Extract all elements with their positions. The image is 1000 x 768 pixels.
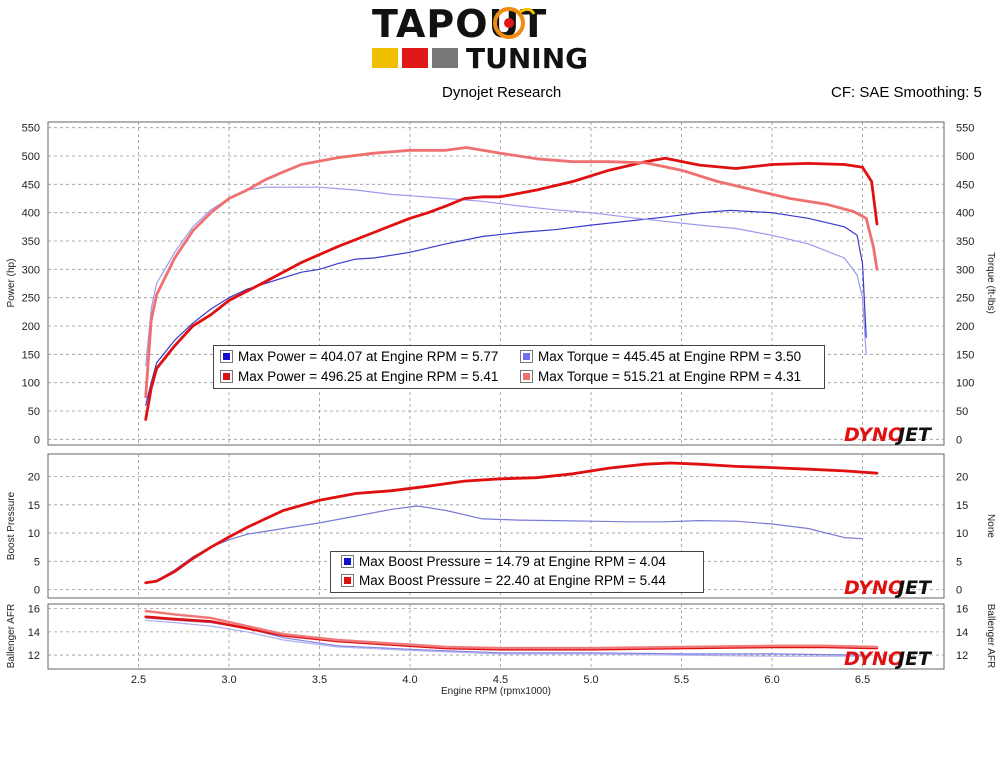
y-tick-label-right: 100	[956, 378, 974, 390]
y-tick-label-right: 20	[956, 472, 968, 484]
y-tick-label-left: 0	[34, 434, 40, 446]
y-tick-label-left: 12	[28, 650, 40, 662]
y-tick-label-left: 500	[22, 151, 40, 163]
x-axis-title: Engine RPM (rpmx1000)	[441, 686, 551, 697]
y-tick-label-left: 14	[28, 627, 40, 639]
y-tick-label-right: 12	[956, 650, 968, 662]
afr-right-axis-title: Ballenger AFR	[985, 604, 996, 668]
y-tick-label-right: 5	[956, 556, 962, 568]
y-tick-label-left: 15	[28, 500, 40, 512]
legend-swatch	[520, 370, 533, 383]
legend-swatch	[341, 555, 354, 568]
legend-item: Max Boost Pressure = 14.79 at Engine RPM…	[341, 554, 666, 569]
y-tick-label-right: 50	[956, 406, 968, 418]
logo-stripe-red	[402, 48, 428, 68]
afr-axis-title: Ballenger AFR	[6, 604, 17, 668]
y-tick-label-right: 0	[956, 585, 962, 597]
afr-panel	[47, 603, 945, 670]
svg-text:JET: JET	[894, 577, 933, 599]
legend-swatch	[520, 350, 533, 363]
series-line-torque-run-1	[145, 186, 867, 367]
y-tick-label-right: 15	[956, 500, 968, 512]
y-tick-label-right: 550	[956, 123, 974, 135]
y-tick-label-left: 10	[28, 528, 40, 540]
report-subtitle: Dynojet Research	[442, 84, 562, 101]
y-tick-label-left: 200	[22, 321, 40, 333]
svg-text:DYNO: DYNO	[844, 424, 904, 446]
y-tick-label-right: 10	[956, 528, 968, 540]
power-legend: Max Power = 404.07 at Engine RPM = 5.77 …	[213, 345, 825, 389]
x-tick-label: 5.0	[583, 674, 598, 686]
x-tick-label: 4.5	[493, 674, 508, 686]
boost-right-axis-title: None	[985, 514, 996, 538]
turbo-icon	[493, 7, 536, 39]
y-tick-label-left: 0	[34, 585, 40, 597]
y-tick-label-right: 500	[956, 151, 974, 163]
dynojet-logo-power: DYNO JET	[844, 424, 933, 446]
legend-item: Max Power = 496.25 at Engine RPM = 5.41	[220, 369, 498, 384]
y-tick-label-right: 250	[956, 293, 974, 305]
boost-axis-title: Boost Pressure	[6, 491, 17, 560]
y-tick-label-left: 550	[22, 123, 40, 135]
svg-text:JET: JET	[894, 648, 933, 670]
y-tick-label-right: 150	[956, 349, 974, 361]
y-tick-label-left: 350	[22, 236, 40, 248]
legend-swatch	[220, 370, 233, 383]
y-tick-label-right: 400	[956, 208, 974, 220]
y-tick-label-left: 5	[34, 556, 40, 568]
logo-text-tuning: TUNING	[466, 42, 588, 74]
series-lines	[144, 146, 879, 657]
boost-legend: Max Boost Pressure = 14.79 at Engine RPM…	[330, 551, 704, 593]
y-tick-label-left: 50	[28, 406, 40, 418]
tapout-tuning-logo: TAPOUT TUNING	[372, 4, 588, 74]
dynojet-logo-boost: DYNO JET	[844, 577, 933, 599]
y-tick-label-left: 250	[22, 293, 40, 305]
correction-factor-label: CF: SAE Smoothing: 5	[831, 84, 982, 101]
y-tick-label-right: 200	[956, 321, 974, 333]
svg-text:DYNO: DYNO	[844, 577, 904, 599]
series-line-afr-run-2b	[144, 609, 879, 650]
logo-stripe-yellow	[372, 48, 398, 68]
series-line-afr-run-1b	[145, 619, 864, 657]
y-tick-label-left: 20	[28, 472, 40, 484]
x-tick-label: 2.5	[131, 674, 146, 686]
x-tick-label: 3.5	[312, 674, 327, 686]
legend-item: Max Boost Pressure = 22.40 at Engine RPM…	[341, 573, 666, 588]
series-line-boost-run-2	[144, 461, 879, 585]
power-panel	[47, 121, 945, 446]
legend-item: Max Torque = 515.21 at Engine RPM = 4.31	[520, 369, 801, 384]
power-axis-title: Power (hp)	[6, 259, 17, 308]
x-tick-label: 6.0	[764, 674, 779, 686]
series-line-torque-run-2	[144, 146, 879, 399]
y-tick-label-right: 300	[956, 264, 974, 276]
legend-item: Max Power = 404.07 at Engine RPM = 5.77	[220, 349, 498, 364]
svg-text:DYNO: DYNO	[844, 648, 904, 670]
y-tick-label-right: 14	[956, 627, 968, 639]
y-tick-label-right: 0	[956, 434, 962, 446]
y-tick-label-right: 16	[956, 604, 968, 616]
svg-text:JET: JET	[894, 424, 933, 446]
dynojet-logo-afr: DYNO JET	[844, 648, 933, 670]
x-tick-label: 6.5	[855, 674, 870, 686]
y-tick-label-left: 16	[28, 604, 40, 616]
y-tick-label-left: 150	[22, 349, 40, 361]
x-tick-label: 4.0	[402, 674, 417, 686]
logo-stripe-gray	[432, 48, 458, 68]
y-tick-label-left: 400	[22, 208, 40, 220]
y-tick-label-right: 450	[956, 179, 974, 191]
x-tick-label: 5.5	[674, 674, 689, 686]
torque-axis-title: Torque (ft-lbs)	[985, 252, 996, 314]
legend-item: Max Torque = 445.45 at Engine RPM = 3.50	[520, 349, 801, 364]
x-tick-label: 3.0	[221, 674, 236, 686]
series-line-power-run-1	[145, 209, 867, 406]
y-tick-label-left: 450	[22, 179, 40, 191]
series-line-power-run-2	[144, 156, 879, 421]
y-tick-label-left: 100	[22, 378, 40, 390]
legend-swatch	[220, 350, 233, 363]
legend-swatch	[341, 574, 354, 587]
y-tick-label-left: 300	[22, 264, 40, 276]
y-tick-label-right: 350	[956, 236, 974, 248]
